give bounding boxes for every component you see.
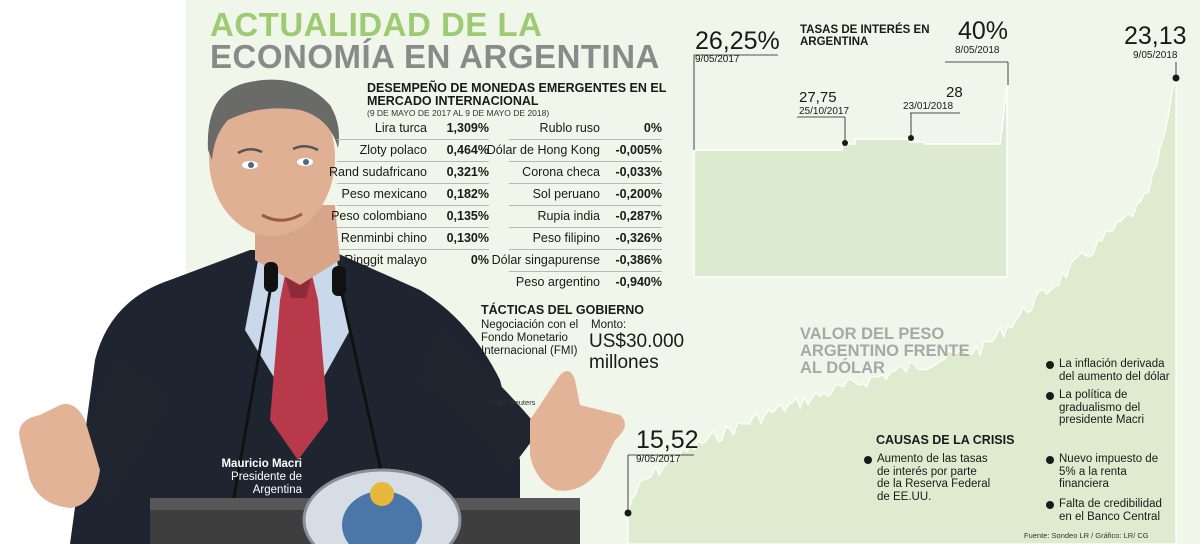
- crisis-item-4: Nuevo impuesto de 5% a la renta financie…: [1059, 453, 1159, 490]
- page-title-line2: ECONOMÍA EN ARGENTINA: [210, 38, 660, 75]
- photo-credit: Foto: Reuters: [490, 398, 536, 407]
- table-row: Dólar de Hong Kong -0,005%: [487, 140, 662, 162]
- crisis-item-3: La política de gradualismo del president…: [1059, 389, 1145, 426]
- table-row: Peso colombiano 0,135%: [331, 206, 489, 228]
- bullet-icon: [1046, 456, 1054, 464]
- tactics-amount-label: Monto:: [591, 319, 627, 331]
- rate-label-start-value: 26,25%: [695, 27, 780, 55]
- table-row: Ringgit malayo 0%: [344, 253, 489, 267]
- table-row: Peso filipino -0,326%: [509, 228, 662, 250]
- person-caption: Mauricio Macri Presidente de Argentina: [221, 458, 302, 496]
- page-title-line1: ACTUALIDAD DE LA: [210, 6, 543, 43]
- currencies-title-line1: DESEMPEÑO DE MONEDAS EMERGENTES EN EL: [367, 81, 667, 95]
- bullet-icon: [864, 456, 872, 464]
- bullet-icon: [1046, 361, 1054, 369]
- rate-label-jan-value: 28: [946, 84, 963, 101]
- table-row: Lira turca 1,309%: [337, 118, 489, 140]
- rates-area-series: [693, 84, 1008, 278]
- table-row: Renminbi chino 0,130%: [337, 228, 489, 250]
- rates-jan-point: [908, 135, 914, 141]
- bullet-icon: [1046, 501, 1054, 509]
- rate-label-jan-date: 23/01/2018: [903, 101, 954, 112]
- crisis-title: CAUSAS DE LA CRISIS: [876, 433, 1015, 447]
- table-row: Sol peruano -0,200%: [509, 184, 662, 206]
- rate-label-end-value: 40%: [958, 17, 1009, 45]
- rate-label-oct-date: 25/10/2017: [799, 106, 850, 117]
- president-photo: [19, 79, 625, 544]
- peso-end-value: 23,13: [1124, 22, 1187, 50]
- rates-oct-point: [842, 140, 848, 146]
- rates-title-line1: TASAS DE INTERÉS EN: [800, 24, 930, 36]
- table-row: Zloty polaco 0,464%: [337, 140, 489, 162]
- table-row: Rupia india -0,287%: [509, 206, 662, 228]
- crisis-item-1: Aumento de las tasas de interés por part…: [877, 453, 991, 503]
- table-row: Peso argentino -0,940%: [515, 275, 662, 289]
- rate-label-oct-value: 27,75: [799, 89, 837, 106]
- crisis-item-2: La inflación derivada del aumento del dó…: [1059, 358, 1170, 383]
- peso-end-date: 9/05/2018: [1133, 50, 1178, 61]
- tactics-title: TÁCTICAS DEL GOBIERNO: [481, 303, 644, 317]
- peso-chart-title: VALOR DEL PESO ARGENTINO FRENTE AL DÓLAR: [800, 325, 970, 377]
- table-row: Dólar singapurense -0,386%: [492, 250, 662, 272]
- currencies-title-line2: MERCADO INTERNACIONAL: [367, 94, 539, 108]
- tactics-amount-value: US$30.000: [589, 331, 685, 352]
- rate-label-end-date: 8/05/2018: [955, 45, 1000, 56]
- table-row: Rublo ruso 0%: [509, 118, 662, 140]
- table-row: Rand sudafricano 0,321%: [329, 162, 489, 184]
- tactics-text: Negociación con el Fondo Monetario Inter…: [481, 319, 579, 357]
- peso-start-point: [624, 509, 632, 517]
- peso-area-series: [627, 77, 1177, 544]
- table-row: Peso mexicano 0,182%: [337, 184, 489, 206]
- source-credit: Fuente: Sondeo LR / Gráfico: LR/ CG: [1024, 531, 1149, 540]
- bullet-icon: [1046, 392, 1054, 400]
- rate-label-start-date: 9/05/2017: [695, 54, 740, 65]
- rates-title-line2: ARGENTINA: [800, 36, 869, 48]
- currencies-subtitle: (9 DE MAYO DE 2017 AL 9 DE MAYO DE 2018): [367, 108, 550, 118]
- table-row: Corona checa -0,033%: [509, 162, 662, 184]
- peso-end-point: [1172, 74, 1180, 82]
- tactics-amount-unit: millones: [589, 352, 659, 373]
- crisis-item-5: Falta de credibilidad en el Banco Centra…: [1059, 498, 1162, 523]
- peso-start-value: 15,52: [636, 426, 699, 454]
- peso-start-date: 9/05/2017: [636, 454, 681, 465]
